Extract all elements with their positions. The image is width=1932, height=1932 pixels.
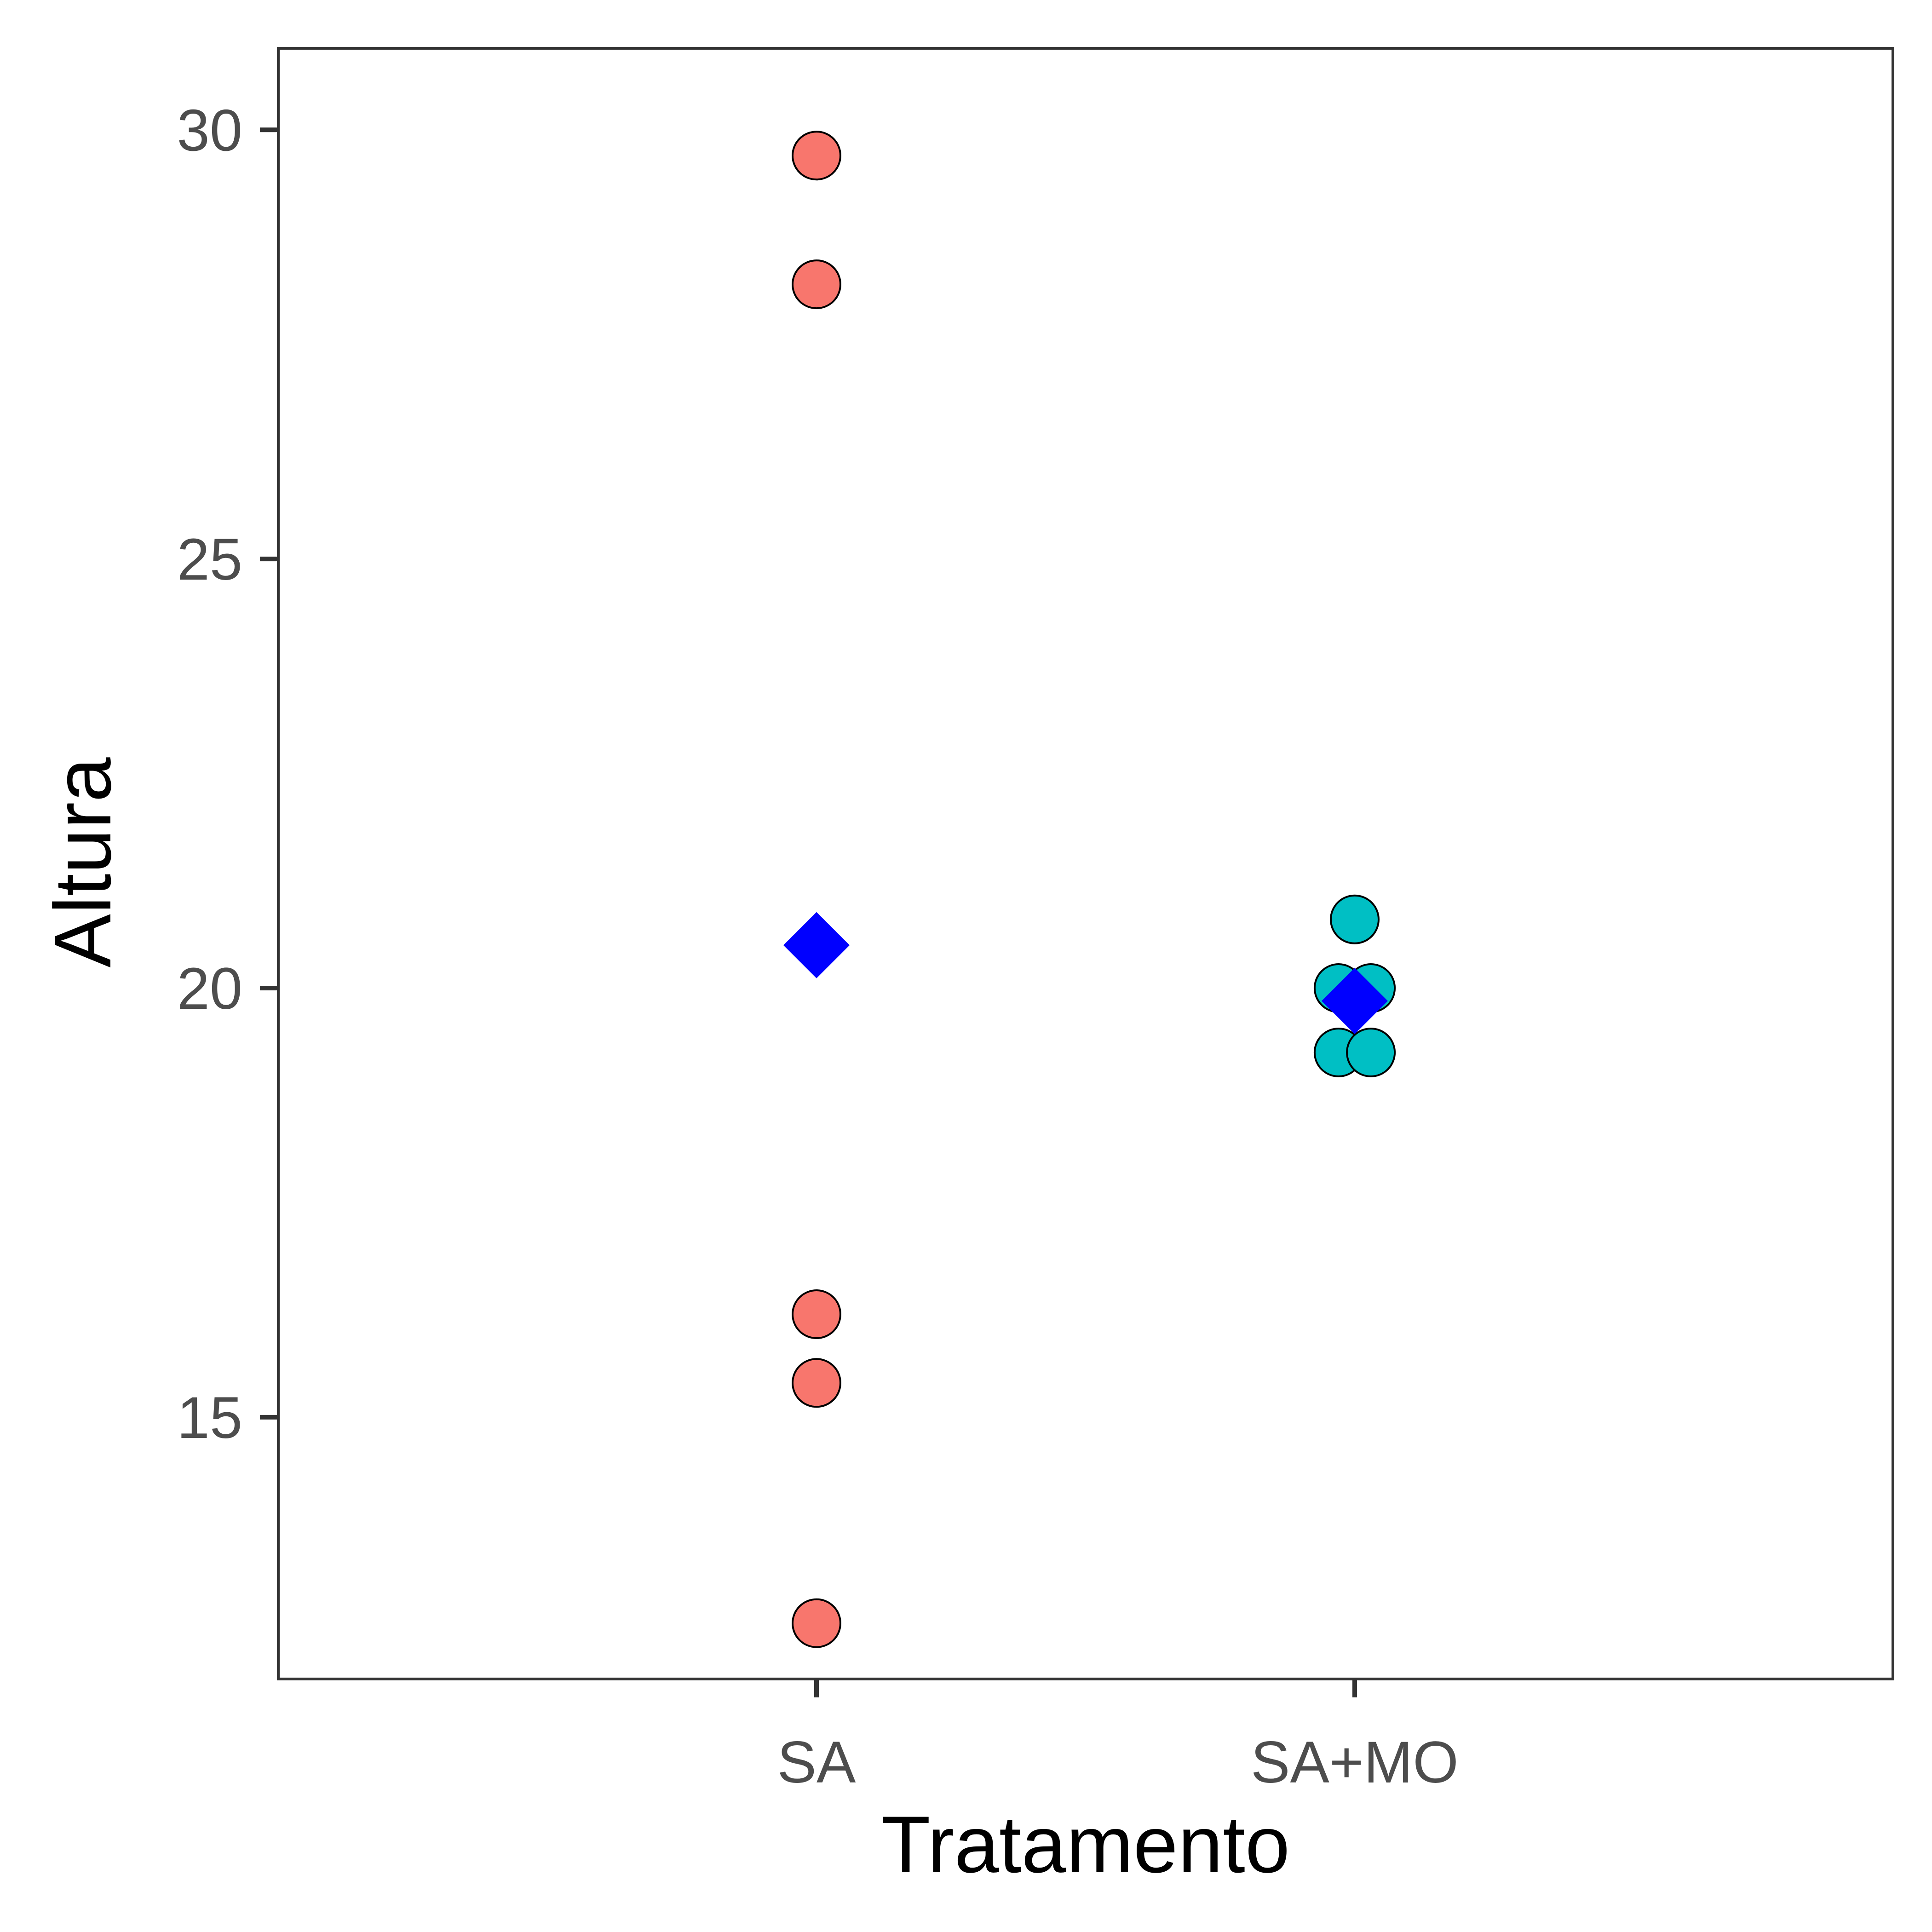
panel-border [277,47,1894,1680]
data-point [1346,1027,1396,1077]
mean-marker [783,912,850,978]
y-axis: 15 20 25 30 [177,98,278,1451]
x-tick-label: SA+MO [1251,1730,1459,1795]
data-point [792,1289,841,1340]
y-tick-label: 15 [177,1385,242,1451]
x-tick-label: SA [777,1730,856,1795]
means-layer [783,912,1388,1035]
y-tick-label: 20 [177,956,242,1022]
x-axis: SA SA+MO [777,1679,1459,1795]
data-point [1330,894,1380,944]
data-point [792,1358,841,1408]
mean-marker [1322,968,1388,1035]
y-tick-label: 25 [177,527,242,592]
data-point [792,131,841,181]
x-axis-title: Tratamento [881,1800,1290,1890]
y-axis-title: Altura [38,757,128,968]
data-point [792,1598,841,1648]
data-point [792,259,841,310]
y-tick-label: 30 [177,98,242,163]
